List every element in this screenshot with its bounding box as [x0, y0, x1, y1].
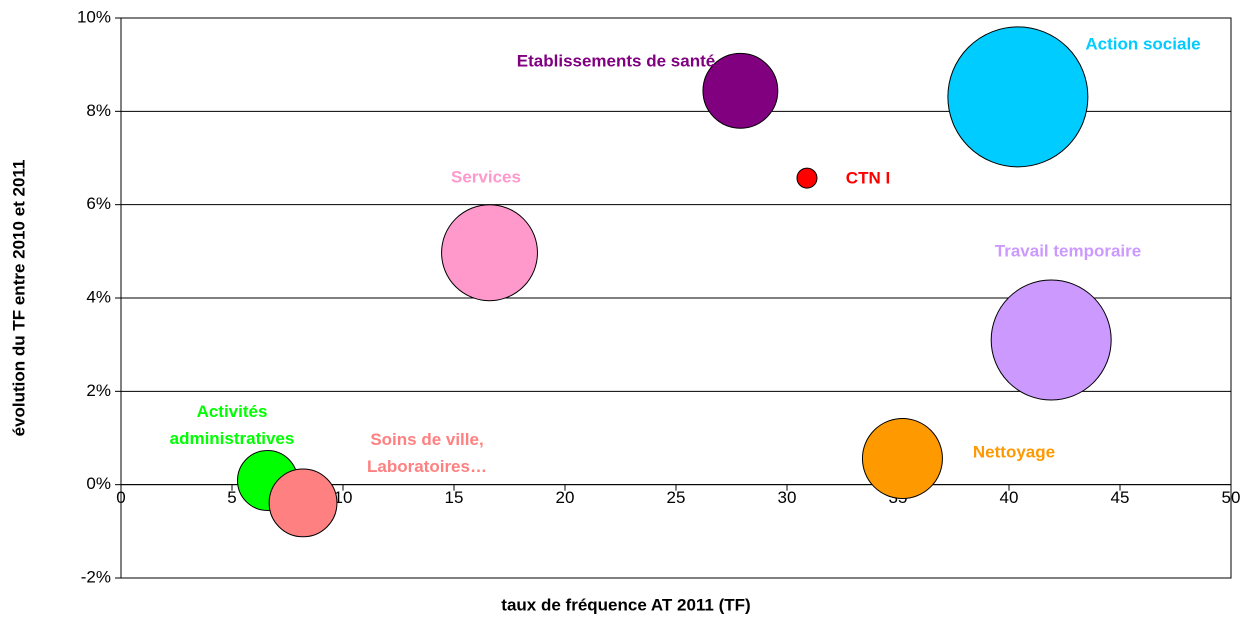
bubble [796, 167, 818, 189]
x-axis-title: taux de fréquence AT 2011 (TF) [501, 595, 750, 614]
y-tick-label: 10% [77, 7, 111, 26]
y-tick-label: 6% [86, 194, 111, 213]
y-tick-label: 2% [86, 381, 111, 400]
bubble [990, 279, 1112, 401]
x-tick-label: 0 [116, 488, 125, 507]
x-tick-label: 20 [556, 488, 575, 507]
y-tick-label: 0% [86, 474, 111, 493]
bubble [947, 26, 1089, 168]
bubble-label: Etablissements de santé [516, 51, 716, 71]
bubble [861, 418, 943, 500]
bubble-label: CTN I [845, 168, 891, 188]
y-tick-label: 4% [86, 287, 111, 306]
bubble-label: Nettoyage [972, 442, 1056, 462]
bubble-label: Activités administratives [169, 402, 295, 448]
bubble-label: Soins de ville, Laboratoires… [367, 430, 487, 476]
y-tick-label: 8% [86, 101, 111, 120]
x-tick-label: 10 [334, 488, 353, 507]
x-tick-label: 50 [1222, 488, 1241, 507]
bubble-label: Services [451, 167, 521, 187]
y-axis-title: évolution du TF entre 2010 et 2011 [9, 160, 28, 437]
x-tick-label: 45 [1111, 488, 1130, 507]
bubble-label: Travail temporaire [994, 241, 1142, 261]
x-tick-label: 40 [1000, 488, 1019, 507]
bubble [268, 468, 338, 538]
bubble [702, 52, 779, 129]
bubble [441, 204, 538, 302]
x-tick-label: 25 [667, 488, 686, 507]
x-tick-label: 5 [227, 488, 236, 507]
bubble-label: Action sociale [1085, 34, 1201, 54]
x-tick-label: 15 [445, 488, 464, 507]
y-tick-label: -2% [81, 567, 111, 586]
x-tick-label: 30 [778, 488, 797, 507]
